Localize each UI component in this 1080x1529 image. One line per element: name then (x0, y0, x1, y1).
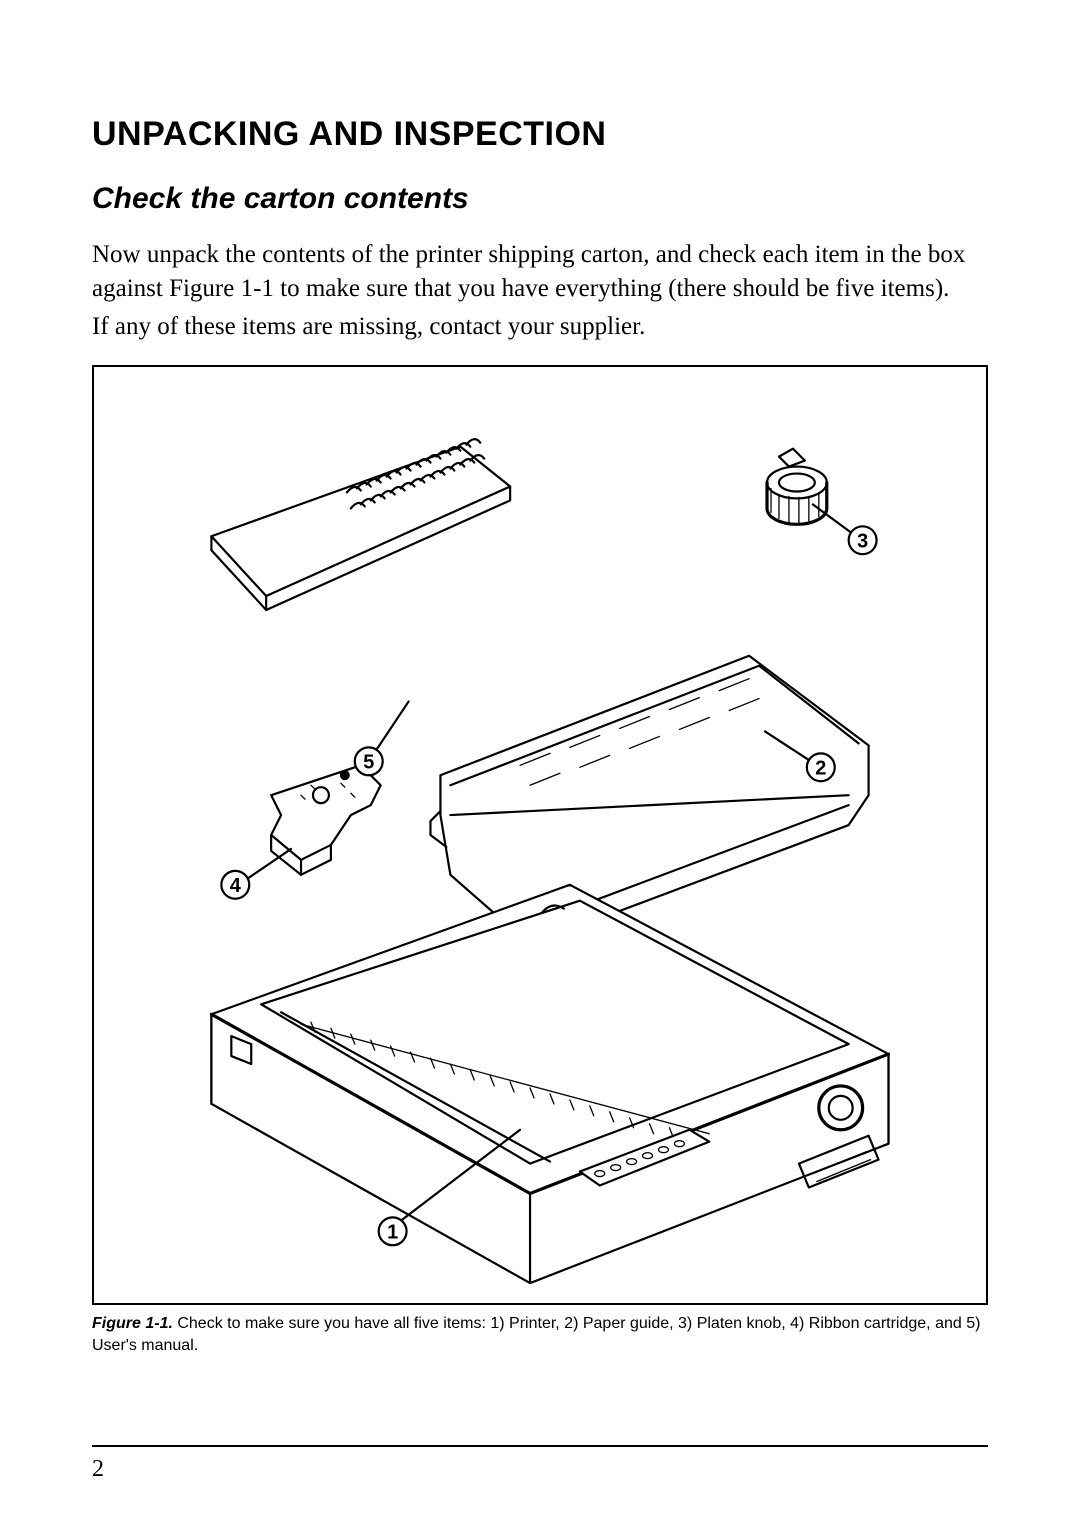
caption-lead: Figure 1-1. (92, 1315, 173, 1332)
manual-page: UNPACKING AND INSPECTION Check the carto… (0, 0, 1080, 1529)
ribbon-cartridge-drawing (271, 766, 381, 876)
users-manual-drawing (211, 439, 510, 610)
page-footer-rule (92, 1445, 988, 1447)
caption-body: Check to make sure you have all five ite… (92, 1315, 980, 1354)
body-paragraph-1: Now unpack the contents of the printer s… (92, 238, 988, 306)
figure-1-1: 1 2 3 4 5 (92, 365, 988, 1305)
svg-text:3: 3 (857, 531, 868, 553)
svg-text:4: 4 (230, 875, 241, 897)
figure-illustration: 1 2 3 4 5 (94, 367, 986, 1303)
section-heading: UNPACKING AND INSPECTION (92, 115, 988, 154)
printer-drawing (211, 885, 888, 1283)
sub-heading: Check the carton contents (92, 182, 988, 216)
paper-guide-drawing (430, 656, 868, 945)
body-paragraph-2: If any of these items are missing, conta… (92, 310, 988, 344)
figure-caption: Figure 1-1. Check to make sure you have … (92, 1313, 988, 1356)
page-number: 2 (92, 1456, 104, 1483)
svg-text:2: 2 (815, 758, 826, 780)
svg-text:1: 1 (387, 1222, 398, 1244)
svg-text:5: 5 (363, 752, 374, 774)
platen-knob-drawing (767, 449, 827, 525)
